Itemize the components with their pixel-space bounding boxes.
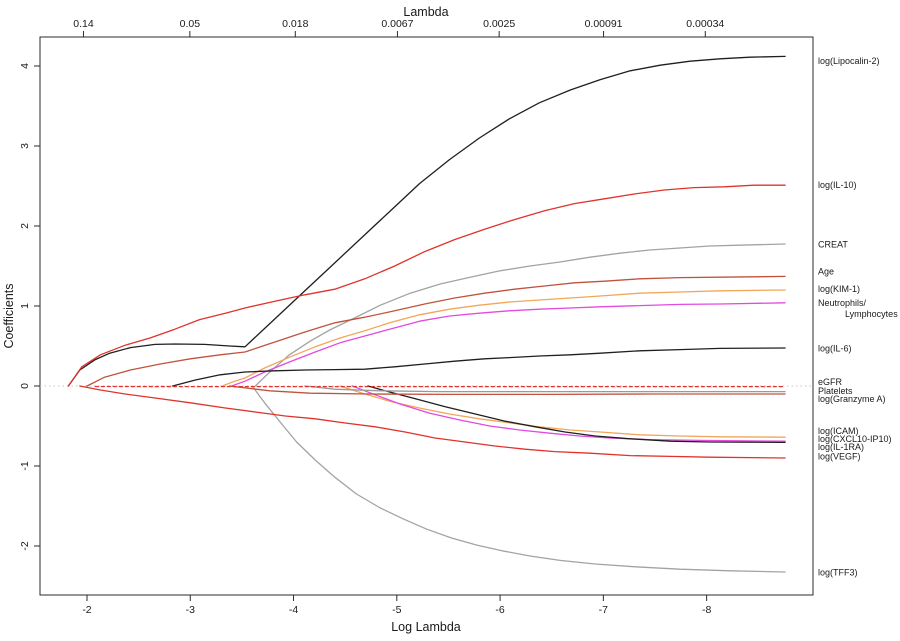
x-axis-tick-label: -6 bbox=[495, 604, 504, 616]
curve-vegf bbox=[80, 386, 785, 458]
series-label-creat: CREAT bbox=[818, 239, 848, 249]
x-axis-tick-label: -5 bbox=[392, 604, 401, 616]
y-axis-tick-label: -1 bbox=[19, 461, 31, 470]
left-axis: 4 3 2 1 0 -1 -2 bbox=[19, 63, 40, 551]
x-axis-tick-label: -8 bbox=[702, 604, 711, 616]
top-axis-title: Lambda bbox=[403, 5, 448, 19]
curve-age bbox=[87, 276, 785, 386]
bottom-axis: -2 -3 -4 -5 -6 -7 -8 bbox=[82, 595, 711, 616]
x-axis-tick-label: -3 bbox=[186, 604, 195, 616]
series-label-il1ra: log(IL-1RA) bbox=[818, 442, 864, 452]
series-label-neutrophils: Neutrophils/ bbox=[818, 298, 867, 308]
top-axis-tick-label: 0.0067 bbox=[381, 18, 413, 30]
curve-neutrophils bbox=[232, 303, 786, 386]
series-label-kim1: log(KIM-1) bbox=[818, 284, 860, 294]
top-axis-tick-label: 0.05 bbox=[180, 18, 201, 30]
y-axis-tick-label: 0 bbox=[19, 383, 31, 389]
top-axis-tick-label: 0.14 bbox=[73, 18, 94, 30]
x-axis-tick-label: -4 bbox=[289, 604, 298, 616]
y-axis-tick-label: 3 bbox=[19, 143, 31, 149]
series-label-neutrophils: Lymphocytes bbox=[845, 309, 898, 319]
curve-creat bbox=[255, 244, 785, 386]
top-axis-tick-label: 0.00091 bbox=[585, 18, 623, 30]
y-axis-tick-label: 2 bbox=[19, 223, 31, 229]
x-axis-tick-label: -7 bbox=[599, 604, 608, 616]
top-axis-tick-label: 0.00034 bbox=[686, 18, 724, 30]
y-axis-title: Coefficients bbox=[2, 283, 16, 348]
series-label-egfr: eGFR bbox=[818, 377, 843, 387]
x-axis-tick-label: -2 bbox=[82, 604, 91, 616]
series-label-il10: log(IL-10) bbox=[818, 180, 857, 190]
curve-il10 bbox=[68, 185, 785, 386]
series-label-il6: log(IL-6) bbox=[818, 343, 852, 353]
top-axis: 0.14 0.05 0.018 0.0067 0.0025 0.00091 0.00034 bbox=[73, 18, 724, 37]
y-axis-tick-label: 4 bbox=[19, 63, 31, 69]
plot-border-box bbox=[40, 37, 813, 595]
y-axis-tick-label: 1 bbox=[19, 303, 31, 309]
curve-group bbox=[68, 56, 785, 572]
top-axis-tick-label: 0.0025 bbox=[483, 18, 515, 30]
series-label-lipocalin2: log(Lipocalin-2) bbox=[818, 56, 880, 66]
y-axis-tick-label: -2 bbox=[19, 541, 31, 550]
series-label-age: Age bbox=[818, 267, 834, 277]
curve-lipocalin2 bbox=[68, 56, 785, 386]
series-label-granzymeA: log(Granzyme A) bbox=[818, 394, 886, 404]
series-label-group: log(TFF3) CREAT log(Lipocalin-2) log(IL-10)… bbox=[818, 56, 898, 577]
top-axis-tick-label: 0.018 bbox=[282, 18, 308, 30]
series-label-vegf: log(VEGF) bbox=[818, 451, 861, 461]
curve-tff3 bbox=[252, 386, 785, 572]
series-label-tff3: log(TFF3) bbox=[818, 567, 858, 577]
x-axis-title: Log Lambda bbox=[391, 620, 461, 634]
curve-il6 bbox=[173, 348, 785, 386]
